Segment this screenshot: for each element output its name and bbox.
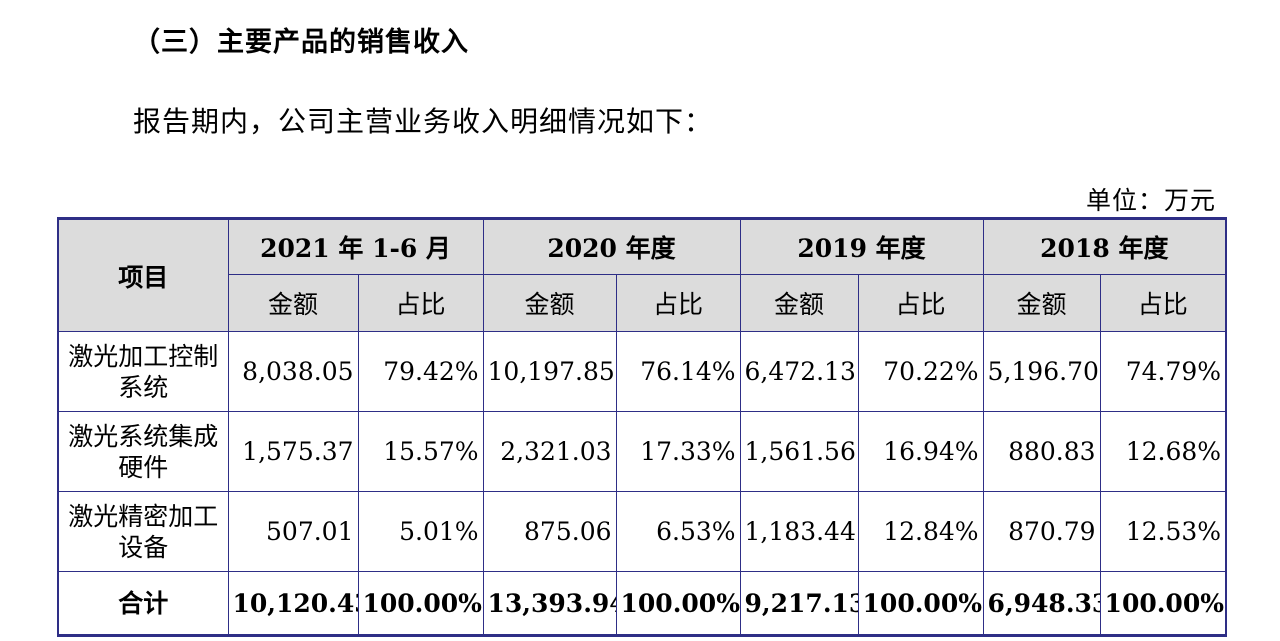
table-row: 激光系统集成硬件 1,575.37 15.57% 2,321.03 17.33%…	[57, 411, 1227, 492]
total-amount-cell: 9,217.13	[739, 571, 859, 636]
amount-cell: 10,197.85	[482, 331, 617, 412]
income-table: 项目 2021 年 1-6 月 2020 年度 2019 年度 2018 年度 …	[57, 217, 1228, 637]
table-row: 激光加工控制系统 8,038.05 79.42% 10,197.85 76.14…	[57, 331, 1227, 412]
unit-label: 单位：万元	[1085, 186, 1216, 215]
ratio-cell: 79.42%	[357, 331, 484, 412]
amount-header: 金额	[227, 274, 359, 332]
total-ratio-cell: 100.00%	[615, 571, 741, 636]
amount-cell: 1,575.37	[227, 411, 359, 492]
ratio-cell: 70.22%	[857, 331, 984, 412]
ratio-cell: 12.68%	[1099, 411, 1227, 492]
ratio-cell: 12.84%	[857, 491, 984, 572]
amount-cell: 2,321.03	[482, 411, 617, 492]
header-row-periods: 项目 2021 年 1-6 月 2020 年度 2019 年度 2018 年度	[57, 218, 1227, 332]
ratio-cell: 12.53%	[1099, 491, 1227, 572]
period-header: 2018 年度	[982, 218, 1227, 275]
row-item-name: 激光系统集成硬件	[57, 411, 229, 492]
amount-cell: 870.79	[982, 491, 1101, 572]
total-amount-cell: 13,393.94	[482, 571, 617, 636]
total-amount-cell: 10,120.43	[227, 571, 359, 636]
header-row-measures: 金额 占比 金额 占比 金额 占比 金额 占比	[58, 274, 1227, 332]
ratio-cell: 74.79%	[1099, 331, 1227, 412]
amount-header: 金额	[982, 274, 1101, 332]
total-amount-cell: 6,948.33	[982, 571, 1101, 636]
period-header: 2019 年度	[739, 218, 984, 275]
amount-cell: 875.06	[482, 491, 617, 572]
ratio-header: 占比	[615, 274, 741, 332]
ratio-cell: 16.94%	[857, 411, 984, 492]
ratio-header: 占比	[857, 274, 984, 332]
period-header: 2021 年 1-6 月	[227, 218, 484, 275]
total-row: 合计 10,120.43 100.00% 13,393.94 100.00% 9…	[57, 571, 1227, 636]
amount-header: 金额	[739, 274, 859, 332]
total-label: 合计	[57, 571, 229, 636]
section-title: （三）主要产品的销售收入	[133, 27, 469, 58]
period-header: 2020 年度	[482, 218, 741, 275]
ratio-header: 占比	[1099, 274, 1227, 332]
row-item-name: 激光精密加工设备	[57, 491, 229, 572]
amount-header: 金额	[482, 274, 617, 332]
ratio-cell: 5.01%	[357, 491, 484, 572]
ratio-cell: 76.14%	[615, 331, 741, 412]
ratio-cell: 17.33%	[615, 411, 741, 492]
total-ratio-cell: 100.00%	[357, 571, 484, 636]
amount-cell: 880.83	[982, 411, 1101, 492]
amount-cell: 6,472.13	[739, 331, 859, 412]
ratio-header: 占比	[357, 274, 484, 332]
amount-cell: 1,561.56	[739, 411, 859, 492]
table-row: 激光精密加工设备 507.01 5.01% 875.06 6.53% 1,183…	[57, 491, 1227, 572]
ratio-cell: 6.53%	[615, 491, 741, 572]
intro-paragraph: 报告期内，公司主营业务收入明细情况如下：	[133, 105, 714, 138]
amount-cell: 5,196.70	[982, 331, 1101, 412]
amount-cell: 1,183.44	[739, 491, 859, 572]
amount-cell: 507.01	[227, 491, 359, 572]
row-item-name: 激光加工控制系统	[57, 331, 229, 412]
total-ratio-cell: 100.00%	[857, 571, 984, 636]
total-ratio-cell: 100.00%	[1099, 571, 1227, 636]
amount-cell: 8,038.05	[227, 331, 359, 412]
ratio-cell: 15.57%	[357, 411, 484, 492]
item-column-header: 项目	[57, 218, 229, 332]
